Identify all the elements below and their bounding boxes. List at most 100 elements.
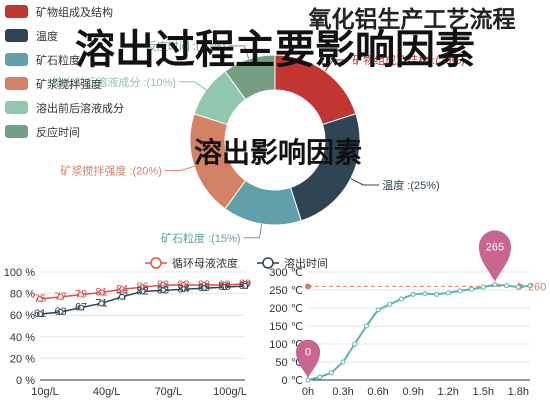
pie-leader-line	[228, 45, 250, 60]
data-point[interactable]	[504, 283, 510, 289]
x-tick-label: 1.2h	[437, 386, 458, 398]
y-tick-label: 0 ℃	[281, 375, 303, 387]
legend-marker[interactable]	[150, 257, 162, 269]
line-legend[interactable]: 循环母液浓度 溶出时间	[145, 256, 328, 270]
line-chart-temperature: 0 ℃ 50 ℃ 100 ℃ 150 ℃ 200 ℃ 250 ℃ 300 ℃ 0h 0.3h 0.…	[269, 230, 546, 398]
legend-swatch[interactable]	[5, 125, 28, 138]
legend-label[interactable]: 温度	[36, 29, 58, 43]
legend-label[interactable]: 溶出时间	[284, 256, 328, 270]
data-point[interactable]	[527, 283, 533, 289]
data-point[interactable]	[242, 283, 248, 290]
data-point[interactable]	[469, 286, 475, 292]
data-point[interactable]	[340, 359, 346, 365]
data-point[interactable]	[37, 296, 43, 302]
data-label: 63	[54, 306, 66, 318]
legend-swatch[interactable]	[5, 77, 28, 90]
legend-label[interactable]: 矿浆搅拌强度	[36, 77, 102, 91]
data-label: 67	[75, 302, 87, 314]
legend-swatch[interactable]	[5, 29, 28, 42]
x-tick-label: 1.8h	[508, 386, 529, 398]
data-point[interactable]	[119, 286, 125, 293]
legend-swatch[interactable]	[5, 53, 28, 66]
data-point[interactable]	[387, 301, 393, 307]
data-label: 61	[34, 308, 46, 320]
markline-label: 260	[528, 281, 546, 293]
line-chart-concentration: 0 % 20 % 40 % 60 % 80 % 100 % 10g/L 40g/L 70g/L 1…	[4, 267, 251, 398]
data-point[interactable]	[57, 293, 64, 300]
legend-swatch[interactable]	[5, 101, 28, 114]
data-point[interactable]	[180, 286, 187, 293]
data-label: 81	[95, 287, 107, 299]
legend-marker[interactable]	[262, 257, 274, 269]
y-tick-label: 20 %	[10, 353, 35, 365]
data-point[interactable]	[434, 291, 440, 297]
marker-pin[interactable]	[478, 230, 511, 282]
data-point[interactable]	[139, 288, 146, 295]
x-tick-label: 0.3h	[332, 386, 353, 398]
center-title: 溶出影响因素	[194, 136, 362, 168]
legend-label[interactable]: 循环母液浓度	[172, 256, 238, 270]
marker-pin[interactable]	[296, 339, 320, 378]
data-point[interactable]	[119, 293, 125, 300]
data-point[interactable]	[98, 300, 105, 307]
y-tick-label: 100 %	[4, 267, 35, 279]
data-point[interactable]	[78, 291, 84, 298]
data-label: 88	[157, 279, 169, 291]
data-label: 83	[157, 284, 169, 296]
data-point[interactable]	[352, 341, 358, 347]
data-point[interactable]	[305, 377, 311, 383]
data-point[interactable]	[317, 374, 323, 380]
y-tick-label: 50 ℃	[275, 357, 303, 369]
x-tick-label: 0h	[302, 386, 314, 398]
pie-slice-label: 矿浆搅拌强度 :(20%)	[60, 164, 161, 178]
y-tick-label: 300 ℃	[269, 267, 303, 279]
data-point[interactable]	[98, 289, 105, 296]
legend-label[interactable]: 矿物组成及结构	[36, 5, 113, 19]
data-point[interactable]	[398, 296, 404, 302]
data-label: 84	[116, 283, 128, 295]
data-label: 86	[218, 281, 230, 293]
top-title: 氧化铝生产工艺流程	[308, 6, 516, 32]
data-point[interactable]	[363, 323, 369, 329]
data-point[interactable]	[515, 284, 521, 290]
y-tick-label: 250 ℃	[269, 285, 303, 297]
data-point[interactable]	[37, 311, 43, 318]
pie-leader-line	[164, 165, 195, 172]
marker-pin-label: 0	[305, 347, 311, 359]
pie-slice-label: 反应时间 :(10%)	[146, 39, 225, 53]
data-label: 87	[239, 280, 251, 292]
data-point[interactable]	[328, 370, 334, 376]
x-tick-label: 0.9h	[402, 386, 423, 398]
pie-slice[interactable]	[224, 54, 276, 101]
pie-leader-line	[178, 81, 207, 91]
data-point[interactable]	[78, 304, 84, 311]
data-point[interactable]	[480, 284, 486, 290]
legend-swatch[interactable]	[5, 5, 28, 18]
data-point[interactable]	[201, 285, 207, 292]
legend-label[interactable]: 反应时间	[36, 125, 80, 139]
pie-chart: 矿物组成及结构 :(20%) 温度 :(25%) 矿石粒度 :(15%) 矿浆搅拌强度…	[52, 39, 464, 245]
data-point[interactable]	[375, 307, 381, 313]
data-label: 75	[34, 293, 46, 305]
data-point[interactable]	[221, 284, 228, 291]
data-label: 88	[177, 279, 189, 291]
data-point[interactable]	[160, 287, 166, 294]
y-tick-label: 80 %	[10, 289, 35, 301]
data-point[interactable]	[57, 308, 64, 315]
y-tick-label: 60 %	[10, 310, 35, 322]
pie-slice-label: 温度 :(25%)	[382, 178, 439, 192]
data-point[interactable]	[492, 282, 498, 288]
y-tick-label: 150 ℃	[269, 321, 303, 333]
markline-start	[305, 283, 311, 290]
data-point[interactable]	[457, 288, 463, 294]
legend-label[interactable]: 矿石粒度	[36, 53, 80, 67]
y-tick-label: 100 ℃	[269, 339, 303, 351]
data-label: 79	[75, 289, 87, 301]
series-line	[307, 283, 531, 381]
data-point[interactable]	[445, 290, 451, 296]
x-tick-label: 1.5h	[473, 386, 494, 398]
legend-label[interactable]: 溶出前后溶液成分	[36, 101, 124, 115]
data-point[interactable]	[422, 291, 428, 297]
data-point[interactable]	[410, 291, 416, 297]
